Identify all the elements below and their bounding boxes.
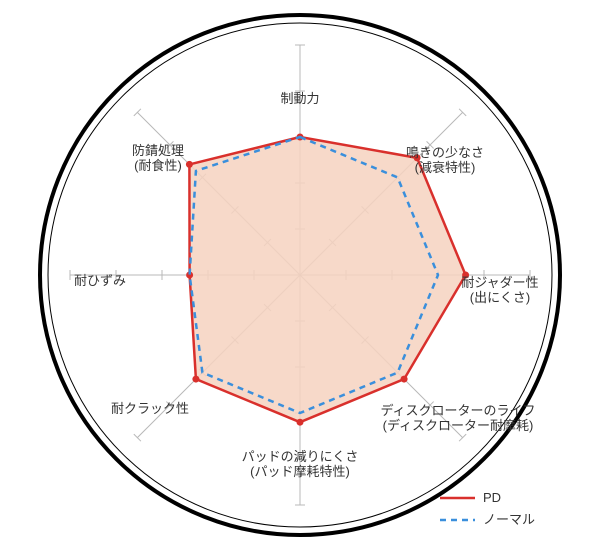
- axis-label-group: 耐ひずみ: [74, 273, 126, 288]
- axis-label: 防錆処理: [132, 143, 184, 158]
- axis-label-sub: (出にくさ): [470, 290, 530, 305]
- series-marker: [401, 376, 408, 383]
- axis-label-group: パッドの減りにくさ(パッド摩耗特性): [242, 449, 359, 479]
- axis-label-group: 防錆処理(耐食性): [132, 143, 184, 173]
- axis-label: ディスクローターのライフ: [380, 403, 535, 418]
- axis-label: 鳴きの少なさ: [406, 145, 484, 160]
- axis-label: 耐ひずみ: [74, 273, 126, 288]
- axis-label: 制動力: [280, 91, 319, 106]
- axis-label-sub: (ディスクローター耐摩耗): [383, 418, 534, 433]
- series-polygon-0: [189, 137, 465, 422]
- radar-chart-container: 制動力鳴きの少なさ(減衰特性)耐ジャダー性(出にくさ)ディスクローターのライフ(…: [0, 0, 600, 549]
- axis-label-group: 耐ジャダー性(出にくさ): [461, 275, 538, 305]
- axis-label-group: 制動力: [280, 91, 319, 106]
- axis-label-sub: (減衰特性): [415, 160, 476, 175]
- legend-label: ノーマル: [483, 512, 535, 527]
- axis-label: 耐クラック性: [111, 401, 189, 416]
- axis-label-sub: (耐食性): [134, 158, 182, 173]
- series-marker: [192, 376, 199, 383]
- axis-label-group: 鳴きの少なさ(減衰特性): [406, 145, 484, 175]
- axis-label-sub: (パッド摩耗特性): [250, 464, 350, 479]
- axis-label: パッドの減りにくさ: [242, 449, 359, 464]
- axis-label-group: ディスクローターのライフ(ディスクローター耐摩耗): [380, 403, 535, 433]
- legend-label: PD: [483, 490, 501, 505]
- axis-label-group: 耐クラック性: [111, 401, 189, 416]
- axis-label: 耐ジャダー性: [461, 275, 538, 290]
- radar-chart-svg: 制動力鳴きの少なさ(減衰特性)耐ジャダー性(出にくさ)ディスクローターのライフ(…: [0, 0, 600, 549]
- series-marker: [186, 161, 193, 168]
- series-marker: [297, 419, 304, 426]
